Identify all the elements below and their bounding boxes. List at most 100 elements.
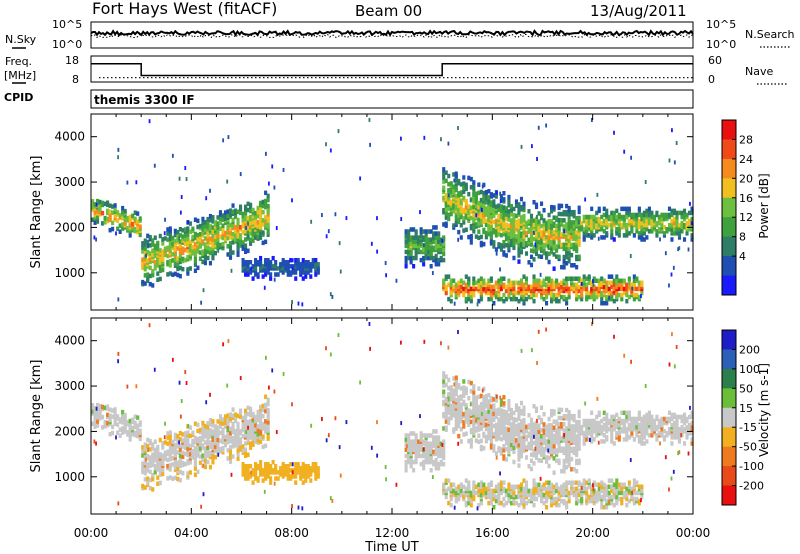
power-cell xyxy=(203,254,207,260)
noise-panel: N.Sky 10^5 10^0 10^5 10^0 N.Search xyxy=(5,18,795,51)
power-cell xyxy=(236,252,240,257)
power-cell xyxy=(203,219,207,225)
velocity-cell xyxy=(301,480,305,485)
velocity-cell xyxy=(519,435,524,441)
power-cell xyxy=(231,203,235,208)
power-cell xyxy=(469,234,473,239)
power-cell xyxy=(517,259,521,264)
power-cell xyxy=(640,235,644,240)
power-cell xyxy=(499,232,503,238)
power-cell xyxy=(203,236,207,241)
power-cell xyxy=(153,163,156,168)
power-cell xyxy=(331,294,334,299)
power-cell xyxy=(434,239,438,244)
velocity-cell xyxy=(264,419,268,424)
velocity-cell xyxy=(266,466,270,471)
velocity-cell xyxy=(502,401,506,406)
power-cell xyxy=(489,200,493,205)
power-cell xyxy=(211,249,215,255)
velocity-cell xyxy=(567,450,571,456)
velocity-cell xyxy=(151,452,155,457)
velocity-cell xyxy=(404,447,408,453)
velocity-cell xyxy=(514,403,519,408)
velocity-cell xyxy=(294,474,298,479)
velocity-cell xyxy=(111,414,115,419)
velocity-cell xyxy=(417,439,421,444)
velocity-cell xyxy=(580,496,584,502)
power-cell xyxy=(479,189,483,195)
velocity-cell xyxy=(499,428,503,434)
velocity-cell xyxy=(439,451,443,457)
velocity-cell xyxy=(203,458,207,464)
power-cell xyxy=(617,282,621,288)
velocity-cell xyxy=(249,418,253,424)
velocity-cell xyxy=(572,446,576,452)
power-cell xyxy=(547,259,551,265)
velocity-cell xyxy=(191,438,195,444)
power-cell xyxy=(539,280,544,286)
velocity-cell xyxy=(560,446,564,451)
velocity-cell xyxy=(560,436,564,441)
power-cell xyxy=(121,216,125,221)
power-cell xyxy=(441,238,444,243)
power-cell xyxy=(201,239,205,244)
power-cell xyxy=(565,254,569,260)
power-cell xyxy=(480,207,483,212)
power-cell xyxy=(91,199,95,204)
velocity-cell xyxy=(156,450,160,456)
power-cell xyxy=(552,284,556,290)
velocity-cell xyxy=(198,460,202,465)
power-cell xyxy=(440,137,442,142)
power-cell xyxy=(116,218,120,223)
velocity-cell xyxy=(552,443,556,449)
velocity-cell xyxy=(462,411,466,417)
power-cell xyxy=(444,170,448,175)
power-cell xyxy=(274,272,278,277)
noise-right-tick-high: 10^5 xyxy=(706,18,736,31)
power-cell xyxy=(437,257,441,263)
power-cell xyxy=(447,206,451,211)
power-cell xyxy=(562,224,566,229)
velocity-cell xyxy=(537,449,541,455)
velocity-cell xyxy=(296,468,300,473)
velocity-cell xyxy=(442,379,446,384)
power-cell xyxy=(166,231,170,236)
velocity-cell xyxy=(542,412,546,417)
velocity-cell xyxy=(547,433,551,438)
velocity-cell xyxy=(539,498,544,504)
power-cell xyxy=(452,184,456,189)
velocity-cell xyxy=(502,413,506,418)
velocity-cell xyxy=(502,409,506,414)
power-cell xyxy=(650,210,654,216)
velocity-cell xyxy=(173,451,177,456)
power-cell xyxy=(570,234,574,239)
velocity-cell xyxy=(565,504,569,510)
power-cell xyxy=(256,220,260,225)
velocity-cell xyxy=(484,438,488,444)
velocity-cell xyxy=(198,442,202,447)
power-cell xyxy=(249,202,253,208)
power-cell xyxy=(191,234,195,240)
velocity-cell xyxy=(467,500,471,506)
velocity-cell xyxy=(542,492,546,498)
velocity-cell xyxy=(216,425,220,430)
power-cell xyxy=(514,203,519,208)
velocity-cell xyxy=(261,478,265,483)
power-cell xyxy=(131,213,135,219)
power-cell xyxy=(469,240,473,245)
power-cell xyxy=(203,248,207,253)
power-cell xyxy=(133,216,137,222)
velocity-cell xyxy=(620,486,624,492)
power-cell xyxy=(211,215,215,220)
velocity-cell xyxy=(168,475,172,480)
velocity-cell xyxy=(449,385,453,390)
power-cell xyxy=(462,195,466,201)
power-cell xyxy=(489,239,493,244)
velocity-cell xyxy=(261,434,265,439)
velocity-cell xyxy=(557,427,561,433)
power-cell xyxy=(206,221,210,226)
power-cell xyxy=(537,219,541,224)
power-cell xyxy=(507,194,511,200)
velocity-cell xyxy=(261,403,265,409)
